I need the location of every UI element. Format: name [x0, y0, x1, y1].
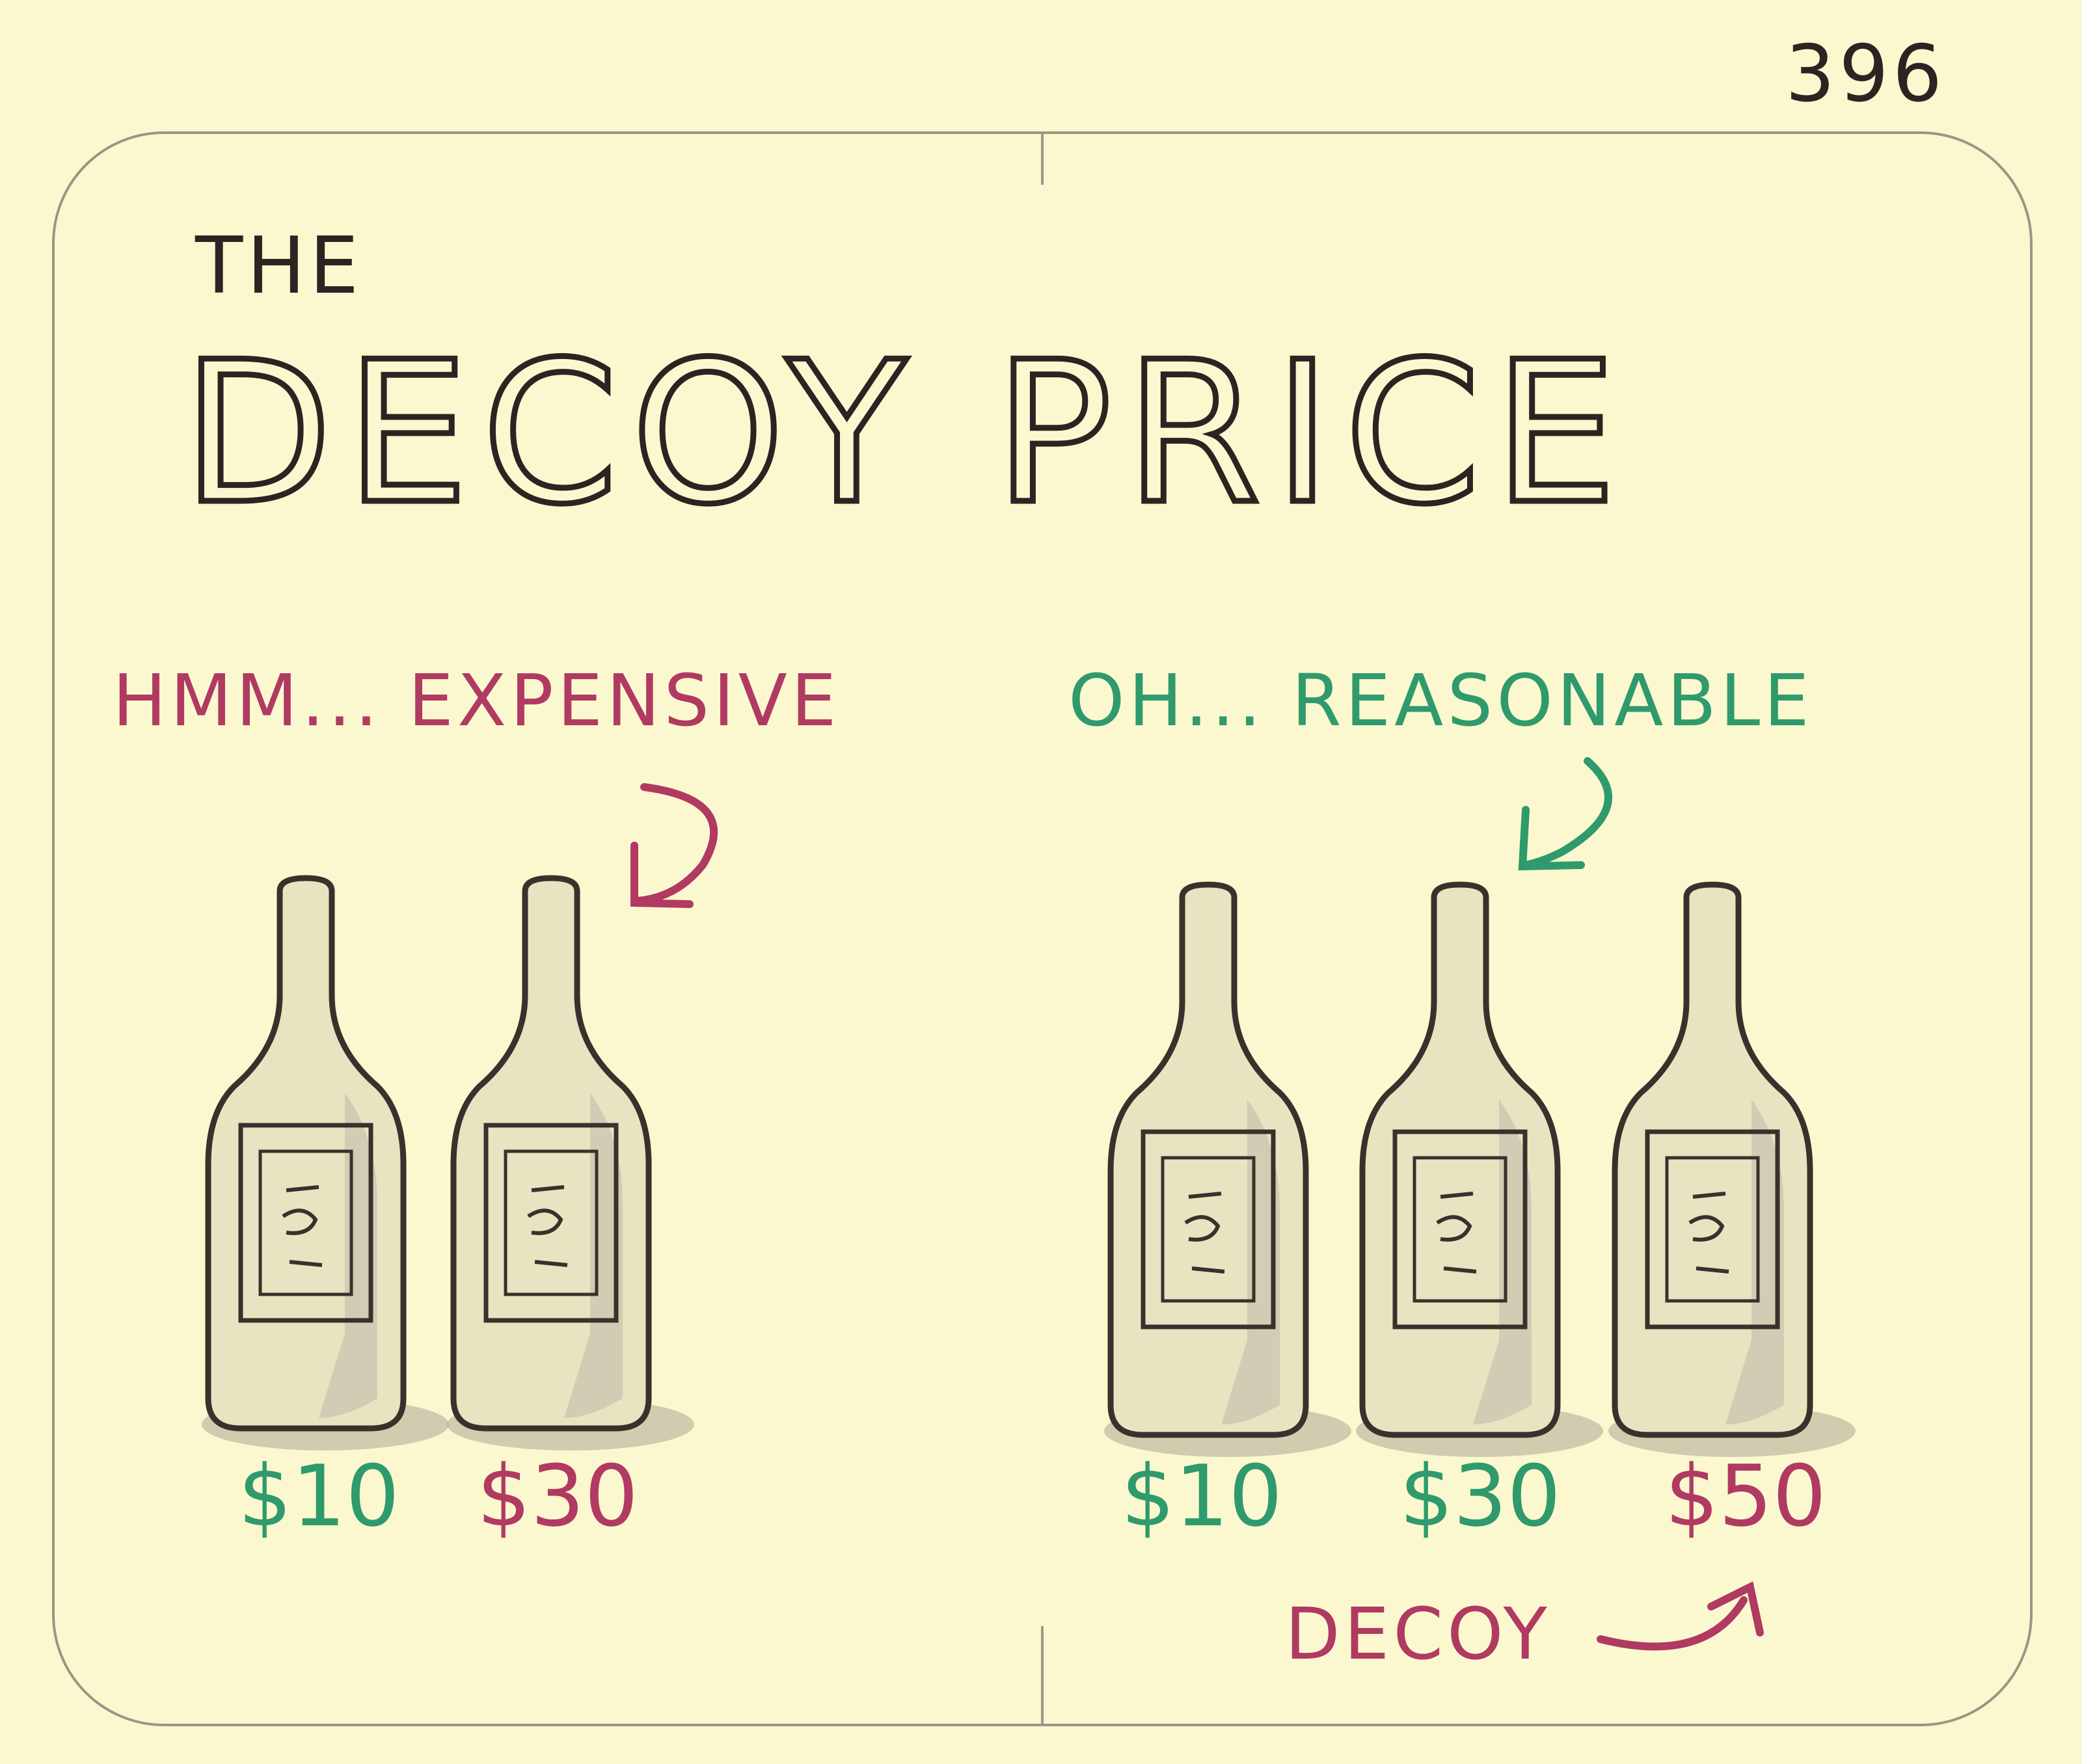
title-large: DECOY PRICE	[182, 320, 1630, 547]
decoy-note: DECOY	[1285, 1592, 1551, 1676]
price: $30	[477, 1447, 638, 1545]
sketch-number: 396	[1785, 29, 1946, 120]
arrow-expensive	[630, 783, 718, 908]
price: $10	[238, 1447, 399, 1545]
title-small: THE	[195, 221, 362, 312]
arrow-decoy	[1597, 1581, 1764, 1651]
price: $30	[1399, 1447, 1561, 1545]
caption: HMM... EXPENSIVE	[113, 659, 840, 742]
caption: OH... REASONABLE	[1068, 659, 1813, 742]
price: $50	[1665, 1447, 1826, 1545]
arrow-reasonable	[1518, 757, 1612, 871]
price: $10	[1121, 1447, 1282, 1545]
